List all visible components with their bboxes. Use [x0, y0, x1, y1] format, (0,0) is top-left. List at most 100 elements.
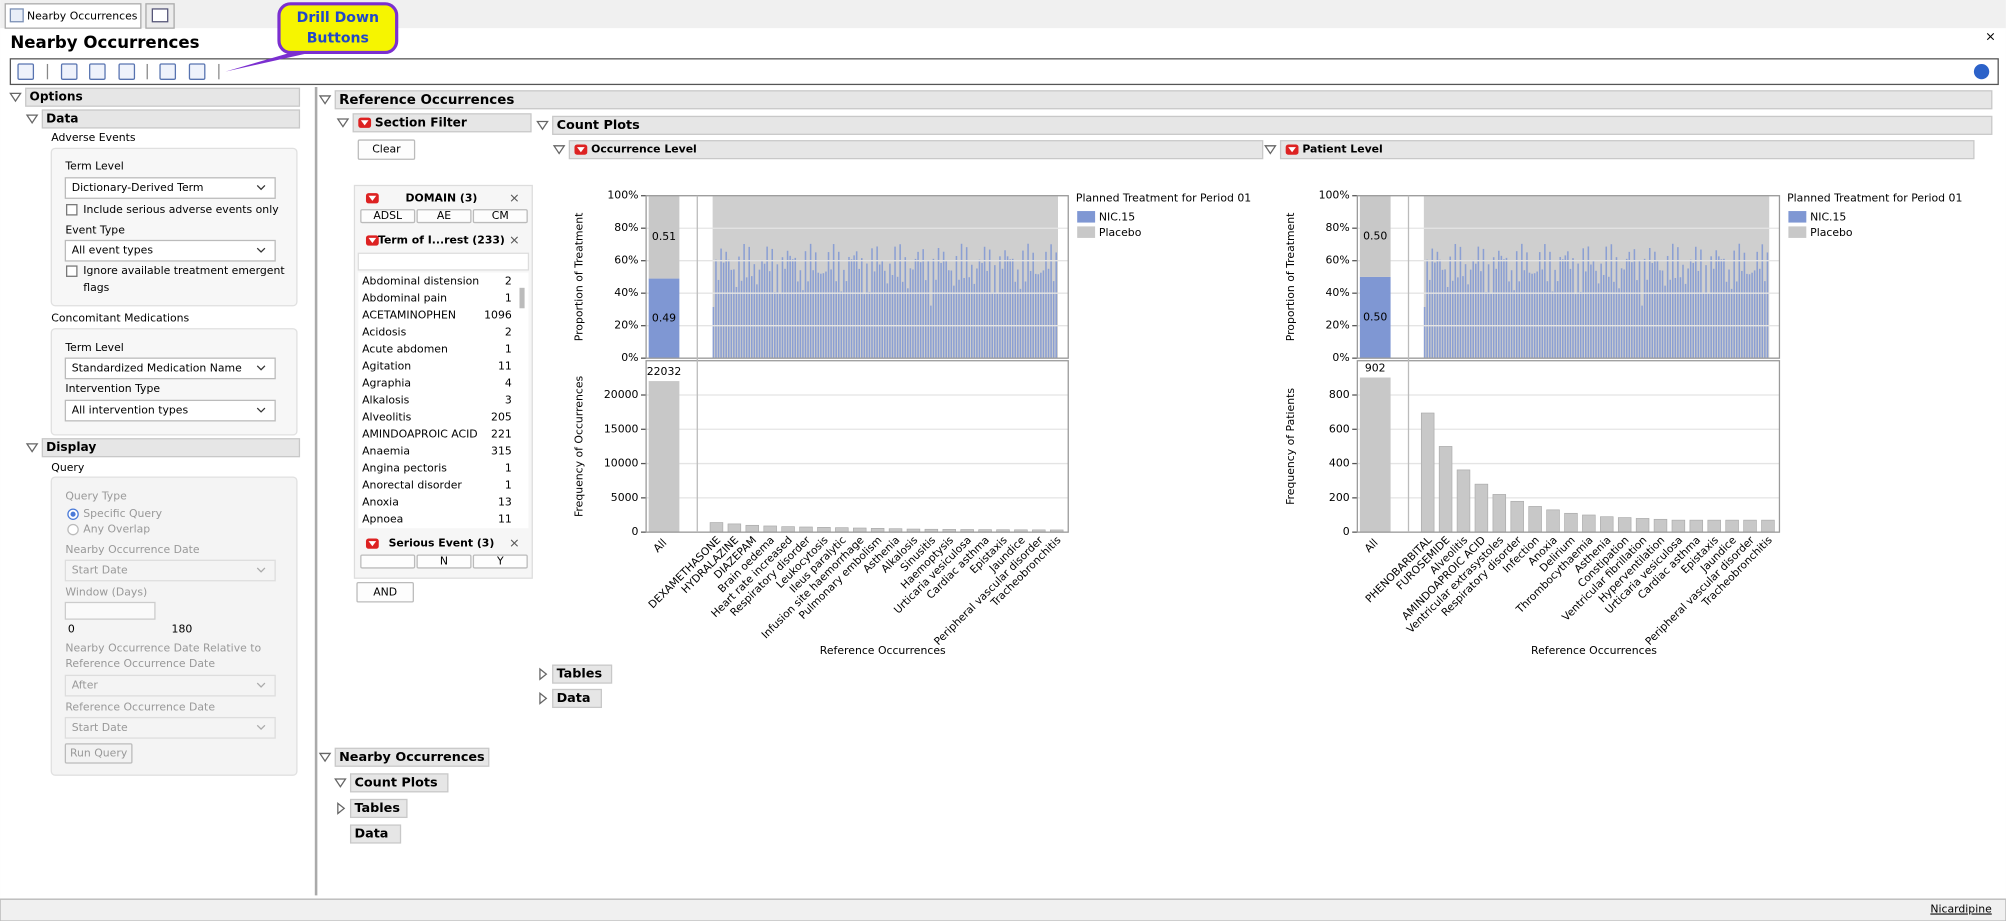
proportion-stripe — [1643, 258, 1646, 359]
proportion-stripe — [886, 283, 889, 359]
disclosure-triangle[interactable] — [25, 443, 39, 453]
proportion-stripe — [804, 251, 807, 359]
label: Term Level — [64, 341, 123, 354]
disclosure-triangle[interactable] — [336, 118, 350, 128]
proportion-stripe — [917, 251, 919, 359]
proportion-stripe — [1582, 248, 1584, 359]
proportion-stripe — [873, 271, 876, 359]
proportion-stripe — [1577, 263, 1579, 359]
proportion-stripe — [899, 244, 901, 359]
proportion-stripe — [748, 246, 750, 359]
proportion-stripe — [940, 262, 942, 359]
disclosure-triangle[interactable] — [334, 778, 347, 788]
proportion-stripe — [1045, 251, 1047, 359]
y-tick-label: 600 — [1329, 422, 1350, 435]
disclosure-triangle[interactable] — [9, 92, 22, 103]
tab[interactable] — [4, 3, 142, 29]
disclosure-triangle[interactable] — [1264, 145, 1277, 155]
filter-item[interactable]: Angina pectoris — [362, 462, 447, 475]
disclosure-triangle[interactable] — [539, 667, 548, 681]
clear-filter[interactable]: × — [509, 536, 520, 551]
button[interactable] — [416, 554, 472, 569]
label: 0 — [68, 622, 75, 635]
proportion-stripe — [845, 281, 848, 359]
filter-item[interactable]: Alveolitis — [362, 411, 412, 424]
label: Reference Occurrence Date — [65, 657, 215, 670]
clear-filter[interactable]: × — [509, 233, 520, 248]
proportion-bar — [1359, 195, 1391, 277]
toolbar-button[interactable] — [60, 63, 78, 80]
filter-item[interactable]: ACETAMINOPHEN — [362, 308, 456, 321]
outline-header — [552, 664, 613, 684]
dropdown[interactable] — [64, 399, 276, 422]
outline-title: Data — [354, 827, 388, 842]
filter-item[interactable]: Agraphia — [362, 376, 411, 389]
toolbar-button[interactable] — [17, 63, 35, 80]
filter-item[interactable]: Anaemia — [362, 445, 410, 458]
toolbar-button[interactable] — [89, 63, 106, 80]
filter-count: 11 — [498, 513, 512, 526]
help-icon[interactable] — [1973, 63, 1990, 80]
disclosure-triangle[interactable] — [539, 691, 548, 705]
button[interactable] — [360, 209, 416, 224]
dropdown[interactable] — [64, 239, 276, 262]
button[interactable] — [416, 209, 472, 224]
frequency-bar — [1617, 517, 1632, 533]
filter-item[interactable]: AMINDOAPROIC ACID — [362, 428, 478, 441]
proportion-stripe — [1444, 269, 1446, 359]
proportion-stripe — [1533, 273, 1536, 359]
disclosure-triangle[interactable] — [536, 120, 549, 131]
proportion-stripe — [1738, 243, 1741, 359]
filter-item[interactable]: Alkalosis — [362, 394, 410, 407]
disclosure-triangle[interactable] — [552, 145, 566, 155]
filter-item[interactable]: Anoxia — [362, 496, 399, 509]
filter-item[interactable]: Acute abdomen — [362, 342, 448, 355]
disclosure-triangle[interactable] — [25, 114, 39, 124]
button[interactable] — [357, 139, 416, 160]
legend-swatch — [1788, 211, 1807, 223]
label: ADSL — [373, 209, 402, 222]
y-tick-label: 200 — [1329, 491, 1350, 504]
button[interactable] — [356, 582, 414, 603]
disclosure-triangle[interactable] — [337, 801, 346, 815]
toolbar-button[interactable] — [118, 63, 136, 80]
dropdown[interactable] — [64, 177, 276, 199]
disclosure-triangle[interactable] — [318, 95, 332, 105]
proportion-stripe — [789, 255, 791, 359]
toolbar-button[interactable] — [188, 63, 206, 80]
checkbox[interactable] — [66, 204, 78, 216]
proportion-stripe — [871, 248, 873, 359]
button[interactable] — [360, 554, 416, 569]
filter-item[interactable]: Acidosis — [362, 325, 406, 338]
proportion-stripe — [1600, 263, 1602, 359]
filter-count: 1096 — [484, 308, 512, 321]
proportion-stripe — [1764, 281, 1766, 359]
filter-item[interactable]: Abdominal distension — [362, 274, 479, 287]
proportion-stripe — [1674, 277, 1677, 359]
clear-filter[interactable]: × — [509, 191, 520, 206]
label: Any Overlap — [83, 523, 150, 536]
proportion-stripe — [1544, 244, 1546, 359]
filter-item[interactable]: Agitation — [362, 359, 411, 372]
proportion-stripe — [802, 290, 804, 359]
button[interactable] — [472, 554, 528, 569]
checkbox[interactable] — [66, 265, 78, 277]
filter-item[interactable]: Abdominal pain — [362, 291, 447, 304]
proportion-stripe — [889, 263, 891, 359]
toolbar-button[interactable] — [159, 63, 177, 80]
proportion-stripe — [1633, 249, 1636, 359]
proportion-stripe — [963, 277, 965, 359]
button[interactable] — [472, 209, 528, 224]
filter-item[interactable]: Anorectal disorder — [362, 479, 462, 492]
proportion-stripe — [809, 243, 812, 359]
status-link[interactable]: Nicardipine — [1930, 902, 1992, 915]
dropdown[interactable] — [64, 357, 276, 380]
proportion-stripe — [866, 263, 868, 359]
search-box[interactable] — [357, 252, 530, 271]
y-axis-title: Frequency of Occurrences — [573, 375, 586, 517]
disclosure-triangle[interactable] — [318, 752, 332, 763]
data-label: 22032 — [647, 365, 682, 378]
filter-item[interactable]: Apnoea — [362, 513, 403, 526]
proportion-stripe — [1037, 274, 1040, 359]
proportion-stripe — [1595, 270, 1597, 359]
